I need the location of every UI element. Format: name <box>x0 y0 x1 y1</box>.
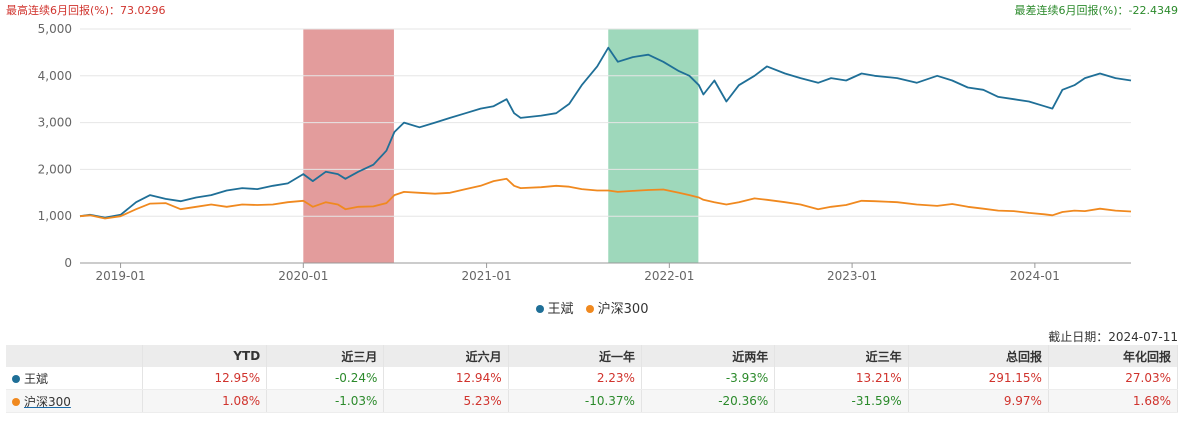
cell-total: 291.15% <box>908 367 1049 390</box>
legend-dot-index <box>585 305 594 313</box>
x-tick-label: 2020-01 <box>278 269 328 283</box>
header-ytd: YTD <box>142 345 268 367</box>
series-line-index <box>79 177 1132 220</box>
row-name-cell: 王斌 <box>6 367 143 390</box>
cell-3y: -31.59% <box>774 389 909 413</box>
row-dot-fund <box>12 374 20 383</box>
as-of-date: 截止日期：2024-07-11 <box>1048 330 1178 344</box>
cell-ytd: 1.08% <box>142 389 268 413</box>
y-tick-label: 0 <box>64 256 72 270</box>
legend-item-index[interactable]: 沪深300 <box>585 298 649 317</box>
x-tick-label: 2024-01 <box>1010 269 1060 283</box>
header-total: 总回报 <box>908 345 1049 367</box>
performance-table: YTD 近三月 近六月 近一年 近两年 近三年 总回报 年化回报 王斌 12.9… <box>6 345 1179 413</box>
row-name-fund[interactable]: 王斌 <box>24 371 49 386</box>
cell-1y: -10.37% <box>508 389 642 413</box>
header-name <box>6 345 143 367</box>
legend-item-fund[interactable]: 王斌 <box>535 298 574 317</box>
highlight-band-2 <box>608 29 699 263</box>
legend-dot-fund <box>535 305 544 313</box>
header-2y: 近两年 <box>641 345 776 367</box>
table-row: 沪深300 1.08% -1.03% 5.23% -10.37% -20.36%… <box>6 389 1179 413</box>
cell-ytd: 12.95% <box>142 367 268 390</box>
y-tick-label: 2,000 <box>38 162 72 176</box>
x-tick-label: 2023-01 <box>827 269 877 283</box>
cell-annualized: 27.03% <box>1048 367 1179 390</box>
header-6m: 近六月 <box>383 345 509 367</box>
x-tick-label: 2021-01 <box>462 269 512 283</box>
cell-annualized: 1.68% <box>1048 389 1179 413</box>
row-dot-index <box>12 397 20 406</box>
cell-3m: -0.24% <box>266 367 385 390</box>
legend-label-index: 沪深300 <box>597 302 649 317</box>
cell-6m: 12.94% <box>383 367 509 390</box>
chart-legend: 王斌 沪深300 <box>0 298 1184 317</box>
header-annualized: 年化回报 <box>1048 345 1179 367</box>
cell-3m: -1.03% <box>266 389 385 413</box>
series-line-fund <box>79 46 1132 219</box>
legend-label-fund: 王斌 <box>547 302 574 317</box>
highlight-band-1 <box>303 29 394 263</box>
y-tick-label: 3,000 <box>38 116 72 130</box>
cell-2y: -20.36% <box>641 389 776 413</box>
row-name-cell: 沪深300 <box>6 389 143 413</box>
row-name-index[interactable]: 沪深300 <box>24 394 71 409</box>
y-tick-label: 1,000 <box>38 209 72 223</box>
y-tick-label: 4,000 <box>38 69 72 83</box>
cell-2y: -3.93% <box>641 367 776 390</box>
min-6m-return-note: 最差连续6月回报(%)：-22.4349 <box>1014 4 1179 17</box>
header-1y: 近一年 <box>508 345 642 367</box>
cell-3y: 13.21% <box>774 367 909 390</box>
header-3y: 近三年 <box>774 345 909 367</box>
performance-line-chart: 0 1,000 2,000 3,000 4,000 5,000 2019-01 2020-01… <box>38 22 1132 283</box>
cell-1y: 2.23% <box>508 367 642 390</box>
table-row: 王斌 12.95% -0.24% 12.94% 2.23% -3.93% 13.… <box>6 367 1179 390</box>
y-tick-label: 5,000 <box>38 22 72 36</box>
x-tick-label: 2022-01 <box>644 269 694 283</box>
max-6m-return-note: 最高连续6月回报(%)：73.0296 <box>6 4 166 17</box>
x-tick-label: 2019-01 <box>95 269 145 283</box>
header-3m: 近三月 <box>266 345 385 367</box>
table-header-row: YTD 近三月 近六月 近一年 近两年 近三年 总回报 年化回报 <box>6 345 1179 367</box>
cell-6m: 5.23% <box>383 389 509 413</box>
cell-total: 9.97% <box>908 389 1049 413</box>
